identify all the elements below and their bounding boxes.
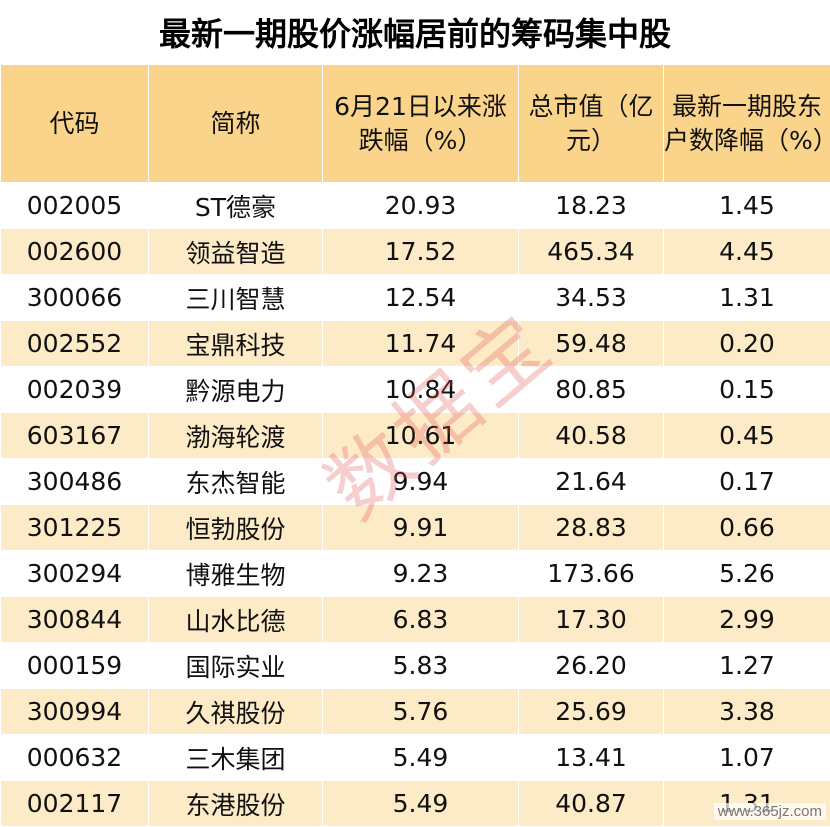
- site-logo: www.365jz.com: [714, 803, 826, 820]
- cell-code: 000632: [1, 735, 149, 781]
- cell-holder-decline: 3.38: [664, 689, 830, 735]
- cell-market-cap: 80.85: [519, 367, 664, 413]
- cell-holder-decline: 1.07: [664, 735, 830, 781]
- cell-holder-decline: 2.99: [664, 597, 830, 643]
- cell-market-cap: 13.41: [519, 735, 664, 781]
- cell-name: 国际实业: [149, 643, 323, 689]
- cell-change: 11.74: [323, 321, 519, 367]
- cell-code: 002005: [1, 183, 149, 229]
- cell-holder-decline: 0.45: [664, 413, 830, 459]
- cell-change: 17.52: [323, 229, 519, 275]
- header-code: 代码: [1, 65, 149, 183]
- cell-market-cap: 25.69: [519, 689, 664, 735]
- cell-code: 002117: [1, 781, 149, 827]
- cell-change: 5.49: [323, 781, 519, 827]
- cell-change: 10.84: [323, 367, 519, 413]
- cell-holder-decline: 0.15: [664, 367, 830, 413]
- cell-name: 东港股份: [149, 781, 323, 827]
- cell-code: 301225: [1, 505, 149, 551]
- cell-code: 300486: [1, 459, 149, 505]
- cell-market-cap: 26.20: [519, 643, 664, 689]
- cell-market-cap: 59.48: [519, 321, 664, 367]
- cell-code: 300994: [1, 689, 149, 735]
- header-market-cap: 总市值（亿元）: [519, 65, 664, 183]
- table-header-row: 代码 简称 6月21日以来涨跌幅（%） 总市值（亿元） 最新一期股东户数降幅（%…: [1, 65, 830, 183]
- cell-name: 三川智慧: [149, 275, 323, 321]
- cell-name: 三木集团: [149, 735, 323, 781]
- cell-holder-decline: 1.27: [664, 643, 830, 689]
- cell-market-cap: 465.34: [519, 229, 664, 275]
- cell-change: 5.83: [323, 643, 519, 689]
- page-title: 最新一期股价涨幅居前的筹码集中股: [0, 0, 830, 64]
- cell-code: 300066: [1, 275, 149, 321]
- cell-change: 10.61: [323, 413, 519, 459]
- cell-market-cap: 40.87: [519, 781, 664, 827]
- cell-change: 9.94: [323, 459, 519, 505]
- cell-change: 12.54: [323, 275, 519, 321]
- cell-holder-decline: 4.45: [664, 229, 830, 275]
- cell-name: 领益智造: [149, 229, 323, 275]
- cell-name: 渤海轮渡: [149, 413, 323, 459]
- cell-name: 久祺股份: [149, 689, 323, 735]
- cell-market-cap: 28.83: [519, 505, 664, 551]
- cell-change: 5.49: [323, 735, 519, 781]
- cell-holder-decline: 0.20: [664, 321, 830, 367]
- cell-market-cap: 21.64: [519, 459, 664, 505]
- cell-code: 300294: [1, 551, 149, 597]
- cell-market-cap: 173.66: [519, 551, 664, 597]
- cell-name: 宝鼎科技: [149, 321, 323, 367]
- cell-change: 5.76: [323, 689, 519, 735]
- cell-code: 002039: [1, 367, 149, 413]
- cell-change: 6.83: [323, 597, 519, 643]
- header-holder-decline: 最新一期股东户数降幅（%）: [664, 65, 830, 183]
- cell-holder-decline: 0.17: [664, 459, 830, 505]
- cell-code: 000159: [1, 643, 149, 689]
- cell-holder-decline: 1.45: [664, 183, 830, 229]
- cell-market-cap: 17.30: [519, 597, 664, 643]
- cell-market-cap: 40.58: [519, 413, 664, 459]
- cell-name: ST德豪: [149, 183, 323, 229]
- cell-name: 东杰智能: [149, 459, 323, 505]
- header-name: 简称: [149, 65, 323, 183]
- cell-holder-decline: 1.31: [664, 275, 830, 321]
- cell-holder-decline: 0.66: [664, 505, 830, 551]
- cell-change: 9.23: [323, 551, 519, 597]
- stock-table: 代码 简称 6月21日以来涨跌幅（%） 总市值（亿元） 最新一期股东户数降幅（%…: [0, 64, 830, 827]
- cell-code: 300844: [1, 597, 149, 643]
- cell-change: 9.91: [323, 505, 519, 551]
- cell-code: 603167: [1, 413, 149, 459]
- header-change: 6月21日以来涨跌幅（%）: [323, 65, 519, 183]
- cell-market-cap: 18.23: [519, 183, 664, 229]
- cell-code: 002600: [1, 229, 149, 275]
- cell-name: 博雅生物: [149, 551, 323, 597]
- cell-market-cap: 34.53: [519, 275, 664, 321]
- cell-code: 002552: [1, 321, 149, 367]
- cell-name: 黔源电力: [149, 367, 323, 413]
- cell-change: 20.93: [323, 183, 519, 229]
- cell-holder-decline: 5.26: [664, 551, 830, 597]
- cell-name: 恒勃股份: [149, 505, 323, 551]
- cell-name: 山水比德: [149, 597, 323, 643]
